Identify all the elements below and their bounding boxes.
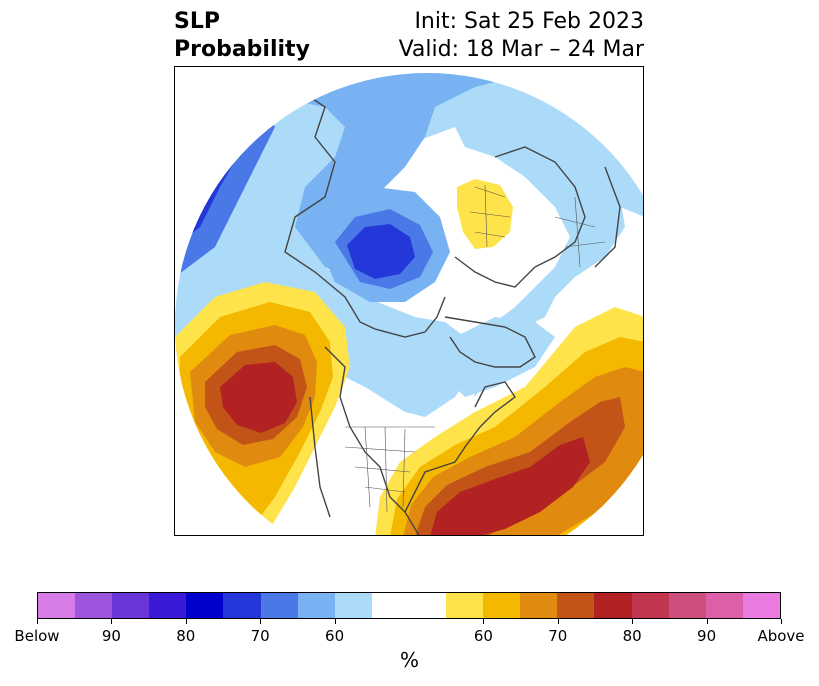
colorbar-tick-label: 60 xyxy=(325,627,345,645)
colorbar-segment xyxy=(112,593,150,618)
blue-anomaly-greenland xyxy=(445,317,555,397)
colorbar-segment xyxy=(483,593,521,618)
colorbar-segment xyxy=(297,593,335,618)
colorbar-tick xyxy=(260,619,262,624)
colorbar-tick xyxy=(632,619,634,624)
colorbar-tick-label: 80 xyxy=(176,627,196,645)
colorbar-segment xyxy=(223,593,261,618)
colorbar xyxy=(37,592,781,619)
colorbar-segment xyxy=(705,593,743,618)
colorbar-tick-label: 70 xyxy=(548,627,568,645)
colorbar-tick xyxy=(111,619,113,624)
colorbar-tick-label: Below xyxy=(14,627,60,645)
colorbar-tick-label: 60 xyxy=(473,627,493,645)
colorbar-tick xyxy=(334,619,336,624)
colorbar-tick xyxy=(483,619,485,624)
colorbar-segment xyxy=(668,593,706,618)
colorbar-segment xyxy=(408,593,447,618)
colorbar-tick-label: 90 xyxy=(697,627,717,645)
colorbar-segment xyxy=(75,593,113,618)
warm-pacific-red xyxy=(220,362,297,433)
colorbar-tick xyxy=(557,619,559,624)
colorbar-segment xyxy=(38,593,76,618)
colorbar-segment xyxy=(520,593,558,618)
colorbar-segment xyxy=(260,593,298,618)
colorbar-segment xyxy=(631,593,669,618)
colorbar-tick-label: 80 xyxy=(622,627,642,645)
colorbar-segment xyxy=(149,593,187,618)
colorbar-tick-label: 70 xyxy=(250,627,270,645)
colorbar-segment xyxy=(594,593,632,618)
colorbar-segment xyxy=(557,593,595,618)
colorbar-segment xyxy=(186,593,224,618)
colorbar-tick xyxy=(781,619,782,624)
title-variable: SLP xyxy=(174,9,220,34)
warm-atlantic-red xyxy=(430,437,590,535)
borders xyxy=(344,184,606,513)
coastlines xyxy=(284,86,621,535)
colorbar-tick xyxy=(37,619,38,624)
colorbar-tick xyxy=(706,619,708,624)
colorbar-tick xyxy=(185,619,187,624)
blue-anomaly-pacific-mid xyxy=(175,73,555,297)
colorbar-unit: % xyxy=(399,648,419,672)
colorbar-segment xyxy=(334,593,372,618)
valid-range: Valid: 18 Mar – 24 Mar xyxy=(398,37,644,62)
plot-title-right: Init: Sat 25 Feb 2023 Valid: 18 Mar – 24… xyxy=(399,8,644,64)
colorbar-segment xyxy=(446,593,484,618)
init-date: Init: Sat 25 Feb 2023 xyxy=(414,9,644,34)
colorbar-tick-label: Above xyxy=(757,627,805,645)
plot-title-left: SLP Probability xyxy=(174,8,310,64)
polar-map xyxy=(174,66,644,536)
map-canvas xyxy=(175,73,643,535)
title-type: Probability xyxy=(174,37,310,62)
colorbar-ticks: Below 90 80 70 60 60 70 80 90 Above xyxy=(14,619,805,645)
colorbar-segment xyxy=(742,593,780,618)
colorbar-tick-label: 90 xyxy=(101,627,121,645)
blue-core-dark xyxy=(347,224,415,279)
colorbar-segment xyxy=(371,593,409,618)
